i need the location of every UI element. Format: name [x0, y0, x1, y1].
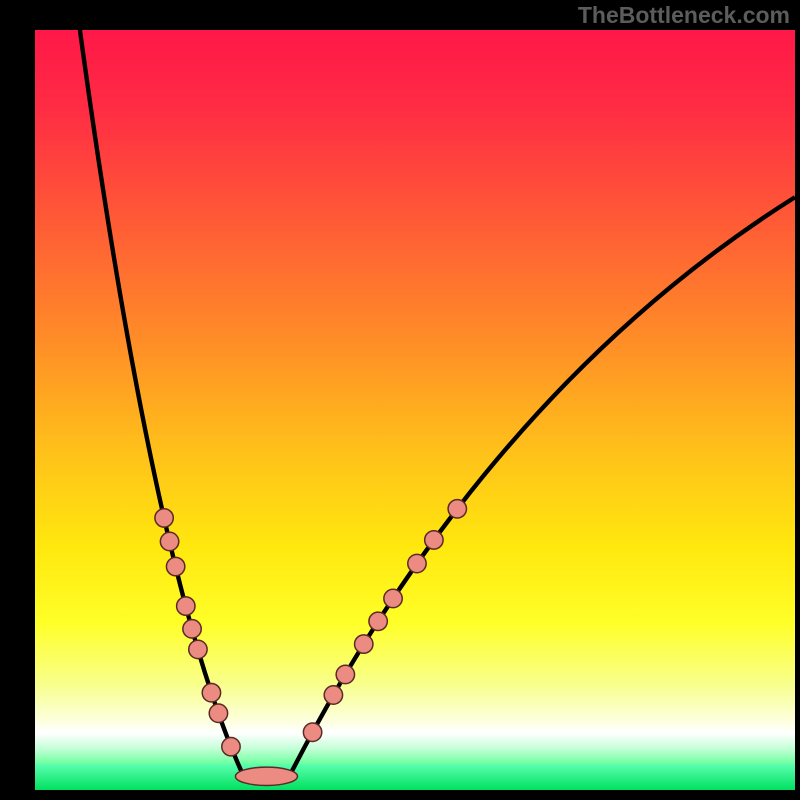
- marker-circle: [209, 704, 227, 722]
- chart-svg: [35, 30, 795, 790]
- marker-circle: [303, 723, 321, 741]
- curve-right: [289, 197, 795, 776]
- marker-pill: [235, 767, 297, 785]
- marker-circle: [448, 500, 466, 518]
- plot-area: [35, 30, 795, 790]
- watermark-text: TheBottleneck.com: [578, 2, 790, 29]
- marker-circle: [222, 737, 240, 755]
- marker-circle: [177, 597, 195, 615]
- marker-circle: [369, 612, 387, 630]
- marker-circle: [189, 640, 207, 658]
- curve-left: [80, 30, 244, 776]
- marker-circle: [166, 557, 184, 575]
- marker-circle: [155, 509, 173, 527]
- marker-circle: [355, 635, 373, 653]
- marker-circle: [425, 531, 443, 549]
- marker-circle: [324, 686, 342, 704]
- marker-circle: [384, 589, 402, 607]
- marker-circle: [202, 684, 220, 702]
- marker-circle: [160, 532, 178, 550]
- marker-circle: [408, 554, 426, 572]
- marker-circle: [336, 665, 354, 683]
- marker-circle: [183, 620, 201, 638]
- green-floor: [35, 764, 795, 790]
